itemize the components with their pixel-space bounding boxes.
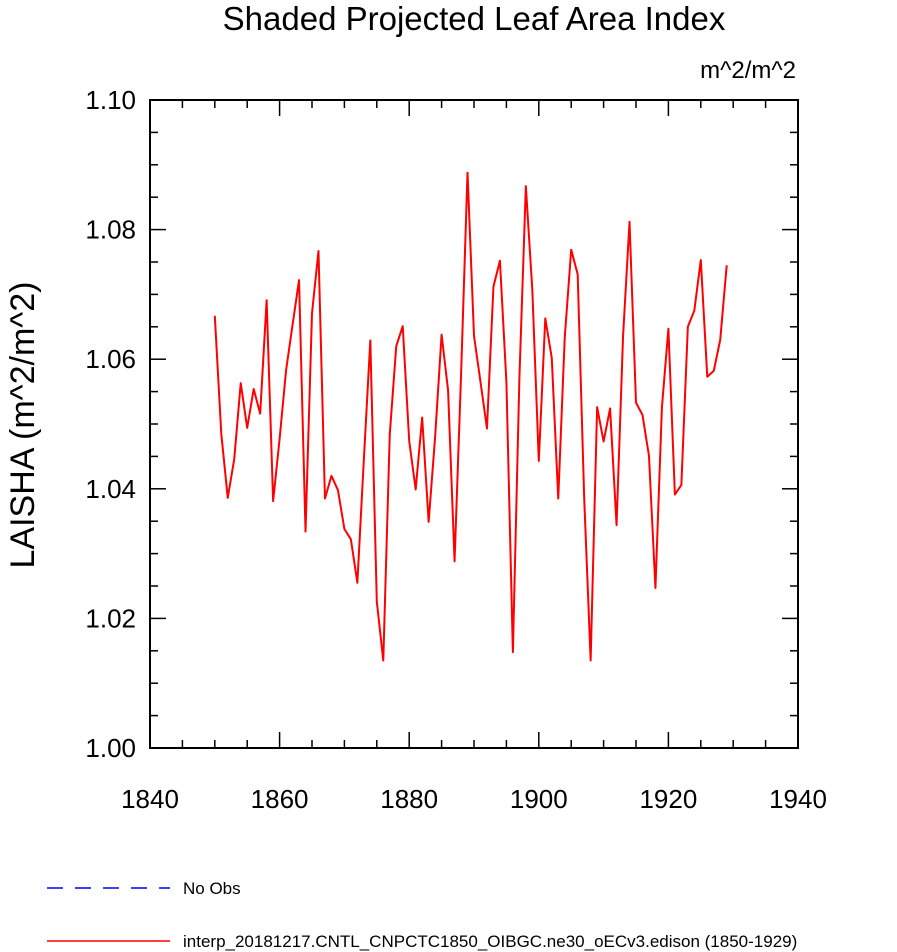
series-line [213,171,728,662]
y-tick-label: 1.04 [85,474,136,504]
legend-label: interp_20181217.CNTL_CNPCTC1850_OIBGC.ne… [183,932,797,951]
legend-label: No Obs [183,879,241,898]
y-tick-label: 1.10 [85,85,136,115]
y-tick-label: 1.02 [85,603,136,633]
units-label: m^2/m^2 [700,57,796,84]
tick-labels: 1840 1860 1880 1900 1920 1940 1.00 1.02 1.04 1.06… [85,85,827,814]
plot-frame [149,99,799,749]
chart-title: Shaded Projected Leaf Area Index [223,0,726,37]
x-tick-label: 1840 [121,784,179,814]
x-tick-label: 1880 [380,784,438,814]
y-axis-label: LAISHA (m^2/m^2) [4,282,42,569]
x-tick-label: 1940 [769,784,827,814]
legend: No Obs interp_20181217.CNTL_CNPCTC1850_OI… [47,879,797,951]
series-layer [213,171,728,662]
x-tick-label: 1920 [639,784,697,814]
y-tick-label: 1.08 [85,215,136,245]
x-tick-label: 1900 [510,784,568,814]
y-tick-label: 1.06 [85,344,136,374]
y-tick-label: 1.00 [85,733,136,763]
x-tick-label: 1860 [251,784,309,814]
